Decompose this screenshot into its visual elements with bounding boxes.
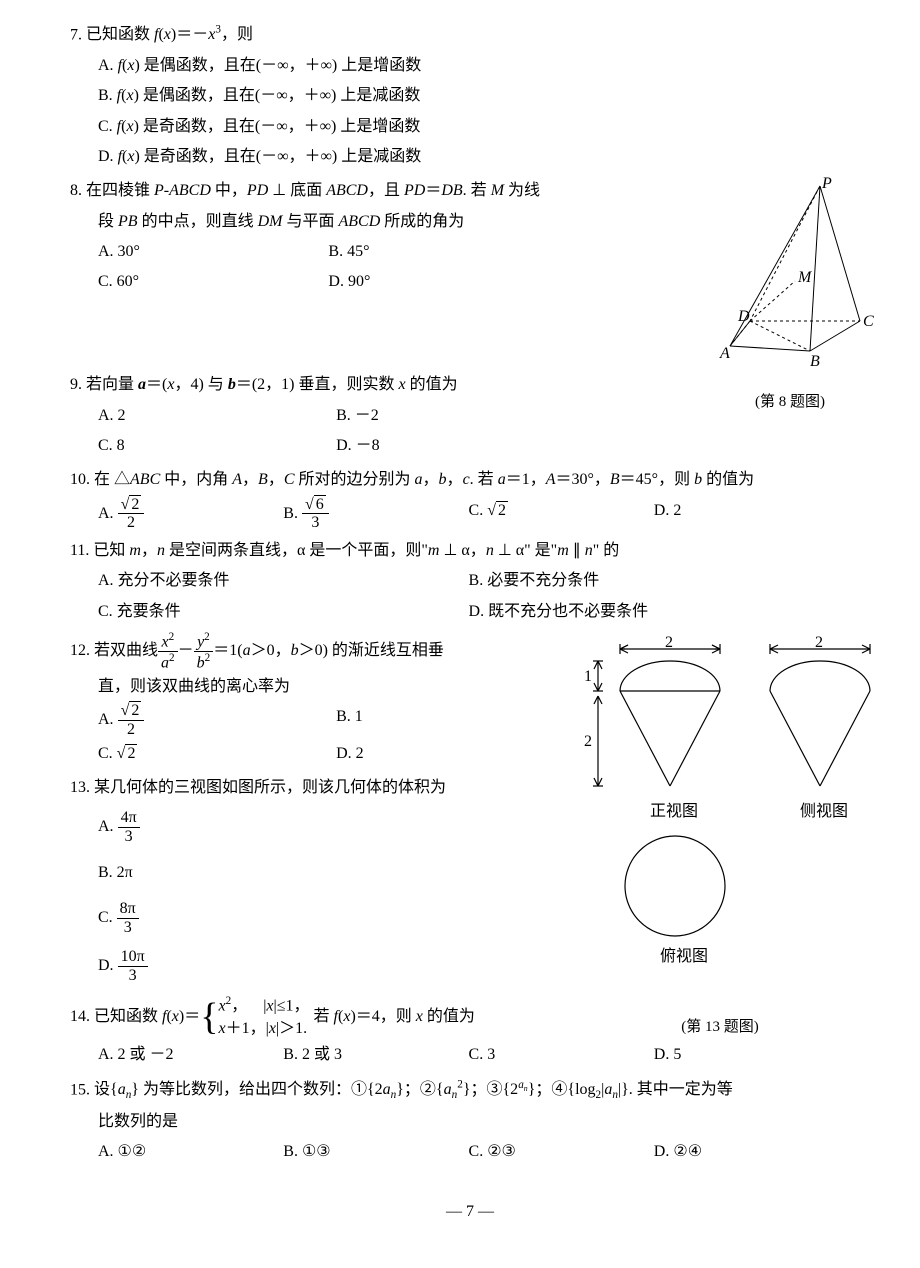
q10-opt-c: C. 2 (469, 496, 654, 532)
svg-text:2: 2 (665, 634, 673, 651)
q8-num: 8. (70, 182, 82, 199)
q14-opt-a: A. 2 或 －2 (98, 1040, 283, 1070)
q15-opt-a: A. ①② (98, 1137, 283, 1167)
q9-opt-b: B. －2 (336, 401, 574, 431)
q9-stem: 若向量 a＝(x，4) 与 b＝(2，1) 垂直，则实数 x 的值为 (86, 376, 458, 393)
svg-text:1: 1 (584, 668, 592, 685)
q9-opt-c: C. 8 (98, 431, 336, 461)
q11-opt-d: D. 既不充分也不必要条件 (469, 597, 840, 627)
q12-opt-b: B. 1 (336, 702, 574, 738)
q12-stem: 若双曲线x2a2－y2b2＝1(a＞0，b＞0) 的渐近线互相垂 (94, 642, 444, 659)
question-9: 9. 若向量 a＝(x，4) 与 b＝(2，1) 垂直，则实数 x 的值为 A.… (70, 370, 870, 461)
q14-case1: x2， |x|≤1， (219, 994, 310, 1018)
q8-opt-d: D. 90° (328, 267, 558, 297)
q7-opt-a: A. f(x) 是偶函数，且在(－∞，＋∞) 上是增函数 (98, 51, 839, 81)
q10-opt-d: D. 2 (654, 496, 839, 532)
q14-opt-b: B. 2 或 3 (283, 1040, 468, 1070)
q14-case2: x＋1，|x|＞1. (219, 1018, 310, 1040)
q15-stem: 设{an} 为等比数列，给出四个数列：①{2an}；②{an2}；③{2an}；… (94, 1081, 733, 1098)
question-8: 8. 在四棱锥 P-ABCD 中，PD ⊥ 底面 ABCD，且 PD＝DB. 若… (70, 176, 870, 366)
question-14: 14. 已知函数 f(x)＝ { x2， |x|≤1， x＋1，|x|＞1. 若… (70, 994, 870, 1071)
q15-opt-c: C. ②③ (469, 1137, 654, 1167)
q9-opt-d: D. －8 (336, 431, 574, 461)
q7-stem: 已知函数 f(x)＝－x3，则 (86, 26, 253, 43)
q11-stem: 已知 m，n 是空间两条直线，α 是一个平面，则"m ⊥ α，n ⊥ α" 是"… (93, 542, 619, 559)
svg-text:侧视图: 侧视图 (800, 802, 848, 820)
q10-opt-a: A. 22 (98, 496, 283, 532)
svg-text:P: P (821, 176, 832, 192)
q14-stem-post: 若 f(x)＝4，则 x 的值为 (314, 1002, 475, 1032)
q8-opt-c: C. 60° (98, 267, 328, 297)
q14-opt-c: C. 3 (469, 1040, 654, 1070)
q15-num: 15. (70, 1081, 90, 1098)
question-7: 7. 已知函数 f(x)＝－x3，则 A. f(x) 是偶函数，且在(－∞，＋∞… (70, 20, 870, 172)
q10-num: 10. (70, 471, 90, 488)
svg-text:2: 2 (584, 733, 592, 750)
q11-num: 11. (70, 542, 89, 559)
q11-opt-b: B. 必要不充分条件 (469, 566, 840, 596)
q8-stem: 在四棱锥 P-ABCD 中，PD ⊥ 底面 ABCD，且 PD＝DB. 若 M … (86, 182, 540, 199)
q15-opt-d: D. ②④ (654, 1137, 839, 1167)
q12-opt-d: D. 2 (336, 739, 574, 769)
q7-num: 7. (70, 26, 82, 43)
svg-text:D: D (737, 308, 750, 325)
question-15: 15. 设{an} 为等比数列，给出四个数列：①{2an}；②{an2}；③{2… (70, 1075, 870, 1168)
page-number: — 7 — (70, 1197, 870, 1227)
q11-opt-c: C. 充要条件 (98, 597, 469, 627)
svg-text:正视图: 正视图 (650, 802, 698, 820)
q7-opt-c: C. f(x) 是奇函数，且在(－∞，＋∞) 上是增函数 (98, 112, 839, 142)
svg-text:C: C (863, 313, 874, 330)
q12-opt-c: C. 2 (98, 739, 336, 769)
svg-text:俯视图: 俯视图 (660, 947, 708, 965)
svg-text:B: B (810, 353, 820, 370)
svg-text:A: A (719, 345, 730, 362)
q15-opt-b: B. ①③ (283, 1137, 468, 1167)
svg-text:2: 2 (815, 634, 823, 651)
q9-opt-a: A. 2 (98, 401, 336, 431)
q13-stem: 某几何体的三视图如图所示，则该几何体的体积为 (94, 779, 446, 796)
svg-text:M: M (797, 269, 813, 286)
q14-opt-d: D. 5 (654, 1040, 839, 1070)
q12-opt-a: A. 22 (98, 702, 336, 738)
q12-num: 12. (70, 642, 90, 659)
q14-stem-pre: 已知函数 f(x)＝ (94, 1002, 200, 1032)
q14-num: 14. (70, 1002, 90, 1032)
q7-opt-d: D. f(x) 是奇函数，且在(－∞，＋∞) 上是减函数 (98, 142, 839, 172)
q9-num: 9. (70, 376, 82, 393)
q7-opt-b: B. f(x) 是偶函数，且在(－∞，＋∞) 上是减函数 (98, 81, 839, 111)
question-10: 10. 在 △ABC 中，内角 A，B，C 所对的边分别为 a，b，c. 若 a… (70, 465, 870, 532)
q11-opt-a: A. 充分不必要条件 (98, 566, 469, 596)
q10-stem: 在 △ABC 中，内角 A，B，C 所对的边分别为 a，b，c. 若 a＝1，A… (94, 471, 754, 488)
q13-figure: 2 1 2 正视图 2 (560, 631, 880, 1041)
q13-num: 13. (70, 779, 90, 796)
question-11: 11. 已知 m，n 是空间两条直线，α 是一个平面，则"m ⊥ α，n ⊥ α… (70, 536, 870, 627)
q8-opt-a: A. 30° (98, 237, 328, 267)
q15-stem2: 比数列的是 (98, 1107, 870, 1137)
q10-opt-b: B. 63 (283, 496, 468, 532)
q8-opt-b: B. 45° (328, 237, 558, 267)
